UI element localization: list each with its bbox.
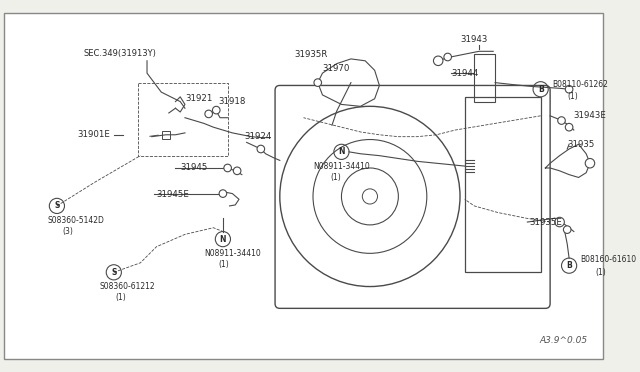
Circle shape [565,124,573,131]
Text: (1): (1) [116,294,127,302]
Text: (1): (1) [567,92,578,101]
FancyBboxPatch shape [275,86,550,308]
Text: 31944: 31944 [451,68,479,78]
Text: SEC.349(31913Y): SEC.349(31913Y) [83,49,156,58]
Text: 31943: 31943 [460,35,488,44]
Circle shape [212,106,220,114]
Circle shape [444,53,451,61]
Bar [474,54,495,102]
FancyBboxPatch shape [4,13,604,359]
Text: N: N [338,147,345,156]
Text: B08110-61262: B08110-61262 [552,80,608,89]
Text: 31935R: 31935R [294,49,328,59]
Circle shape [257,145,264,153]
Circle shape [565,86,573,93]
Text: (1): (1) [330,173,341,182]
Bar [162,131,170,139]
Text: (1): (1) [218,260,229,269]
Circle shape [205,110,212,118]
Text: 31935: 31935 [567,140,595,149]
Text: 31918: 31918 [218,97,246,106]
Text: B: B [538,85,543,94]
Text: 31945E: 31945E [157,190,189,199]
Circle shape [219,190,227,198]
Text: S08360-5142D: S08360-5142D [47,216,104,225]
Text: 31921: 31921 [185,94,212,103]
Text: B08160-61610: B08160-61610 [580,256,637,264]
Circle shape [234,167,241,174]
Text: S: S [54,201,60,211]
Text: B: B [566,261,572,270]
Text: 31935E: 31935E [529,218,562,227]
Text: A3.9^0.05: A3.9^0.05 [540,336,588,345]
Bar [465,97,541,272]
Text: 31970: 31970 [323,64,350,73]
Text: N08911-34410: N08911-34410 [313,161,370,171]
Circle shape [433,56,443,65]
Circle shape [362,189,378,204]
Text: (1): (1) [596,268,607,277]
Text: S08360-61212: S08360-61212 [100,282,156,291]
Text: (3): (3) [63,227,74,236]
Text: N08911-34410: N08911-34410 [204,249,260,258]
Text: S: S [111,268,116,277]
Text: 31901E: 31901E [78,130,111,139]
Text: 31945: 31945 [180,163,207,173]
Text: N: N [220,235,226,244]
Text: 31943E: 31943E [574,111,607,120]
Text: 31924: 31924 [244,132,272,141]
Circle shape [563,226,571,233]
Circle shape [585,158,595,168]
Circle shape [555,217,564,227]
Circle shape [314,79,321,86]
Circle shape [224,164,232,172]
Circle shape [557,117,565,124]
